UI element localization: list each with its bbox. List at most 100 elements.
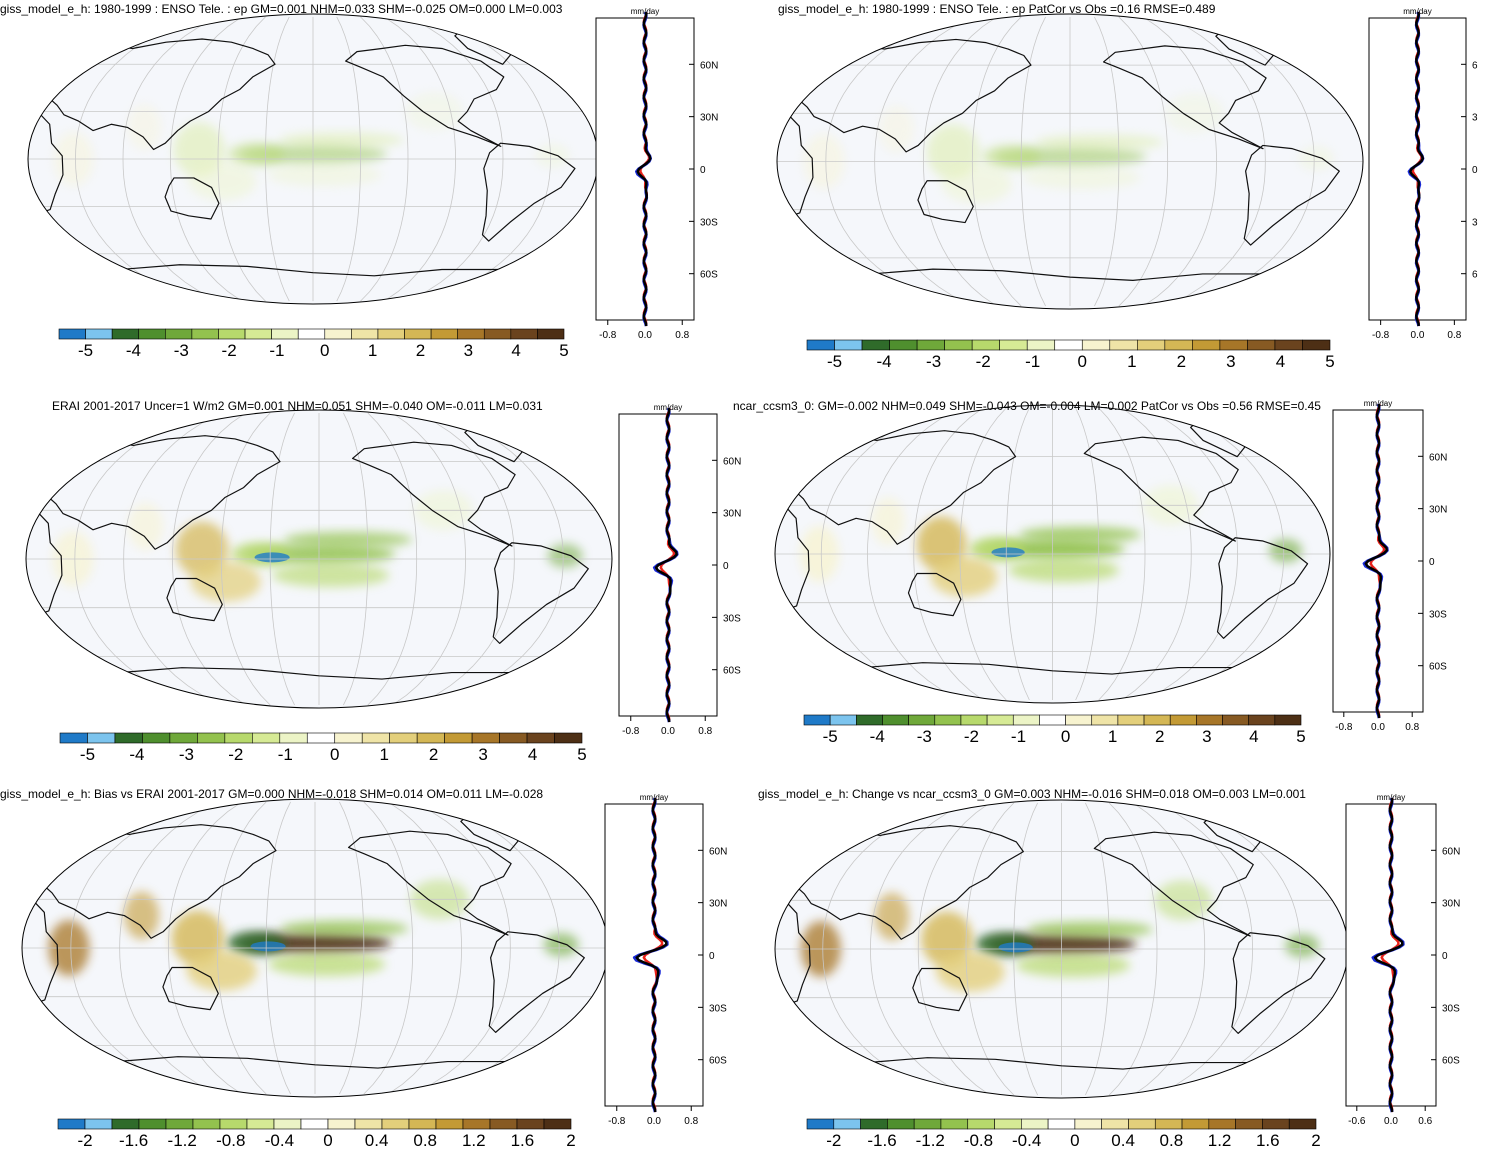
colorbar-swatch	[58, 328, 86, 340]
anomaly-region	[535, 144, 570, 168]
colorbar-swatch	[543, 1118, 572, 1130]
colorbar-tick-label: -2	[228, 745, 243, 764]
colorbar-swatch	[111, 328, 140, 340]
colorbar-tick-label: 0	[1070, 1131, 1079, 1150]
colorbar-tick-label: -0.4	[1012, 1131, 1041, 1150]
colorbar-swatch	[85, 328, 113, 340]
colorbar-tick-label: 3	[464, 341, 473, 360]
x-tick-label: 0.8	[675, 330, 689, 341]
anomaly-region	[982, 144, 1041, 169]
anomaly-region	[1284, 933, 1320, 958]
colorbar-tick-label: 2	[1177, 352, 1186, 371]
anomaly-region	[272, 563, 390, 588]
colorbar-tick-label: -0.4	[265, 1131, 294, 1150]
lat-label: 0	[1442, 951, 1448, 962]
zonal-mean-line	[1373, 797, 1404, 1113]
coastline-eurasia	[795, 38, 1032, 153]
graticule-meridian	[923, 16, 997, 307]
colorbar-swatch	[252, 732, 281, 744]
lat-label: 60S	[709, 1056, 727, 1067]
colorbar-swatch	[165, 1118, 194, 1130]
colorbar-swatch	[306, 732, 336, 744]
colorbar-tick-label: 5	[1296, 727, 1305, 746]
zonal-mean-panel-6: mm/day 60N 30N 0 30S 60S -0.6 0.0 0.6	[1345, 793, 1460, 1127]
colorbar-tick-label: 5	[1325, 352, 1334, 371]
colorbar-swatch	[1039, 714, 1066, 726]
coastline-samerica	[1231, 932, 1326, 1034]
lat-label: 30S	[1429, 609, 1447, 620]
colorbar-swatch	[408, 1118, 437, 1130]
graticule-meridian	[917, 802, 991, 1096]
lat-label: 60N	[709, 846, 727, 857]
colorbar-swatch	[803, 714, 831, 726]
colorbar-swatch	[806, 339, 835, 351]
colorbar-swatch	[224, 732, 253, 744]
colorbar-swatch	[516, 1118, 545, 1130]
colorbar-6: -2 -1.6 -1.2 -0.8 -0.4 0 0.4 0.8 1.2 1.6 2	[806, 1118, 1321, 1150]
x-tick-label: -0.8	[1372, 330, 1390, 341]
colorbar-swatch	[829, 714, 857, 726]
colorbar-tick-label: -2	[976, 352, 991, 371]
graticule-meridian	[965, 802, 1015, 1096]
zonal-mean-line	[635, 797, 668, 1113]
colorbar-swatch	[377, 328, 405, 340]
graticule-meridian	[360, 16, 409, 302]
graticule-meridian	[431, 16, 551, 302]
colorbar-tick-label: 2	[1311, 1131, 1320, 1150]
x-tick-label: 0.0	[1371, 722, 1385, 733]
coastline-antarctica	[119, 264, 507, 277]
anomaly-region	[1298, 146, 1334, 171]
colorbar-tick-label: 4	[511, 341, 520, 360]
colorbar-swatch	[1065, 714, 1093, 726]
colorbar-swatch	[297, 328, 326, 340]
colorbar-swatch	[999, 339, 1028, 351]
zonal-mean-panel-1: mm/day 60N 30N 0 30S 60S -0.8 0.0 0.8	[595, 7, 718, 341]
coastline-samerica	[1243, 144, 1340, 246]
unit-label: mm/day	[1377, 793, 1405, 802]
lat-label: 60N	[700, 60, 718, 71]
colorbar-swatch	[197, 732, 226, 744]
colorbar-swatch	[1274, 714, 1302, 726]
map-border	[776, 13, 1364, 310]
unit-label: mm/day	[1403, 7, 1431, 16]
x-tick-label: 0.0	[1411, 330, 1425, 341]
anomaly-region	[930, 556, 998, 597]
coastline-australia	[164, 177, 220, 220]
colorbar-swatch	[84, 1118, 113, 1130]
zonal-mean-line	[636, 11, 652, 327]
colorbar-tick-label: 2	[429, 745, 438, 764]
colorbar-swatch	[483, 328, 512, 340]
x-tick-label: -0.8	[608, 1116, 626, 1127]
anomaly-region	[543, 932, 579, 957]
coastline-namerica	[1093, 831, 1254, 937]
map-border	[25, 409, 613, 709]
lat-label: 60N	[723, 456, 741, 467]
map-panel-1	[27, 13, 599, 305]
zonal-mean-panel-3: mm/day 60N 30N 0 30S 60S -0.8 0.0 0.8	[618, 403, 741, 737]
colorbar-tick-label: 1	[379, 745, 388, 764]
colorbar-tick-label: -5	[827, 352, 842, 371]
colorbar-tick-label: -1.2	[168, 1131, 197, 1150]
colorbar-1: -5 -4 -3 -2 -1 0 1 2 3 4 5	[58, 328, 569, 360]
x-tick-label: -0.8	[599, 330, 617, 341]
colorbar-4: -5 -4 -3 -2 -1 0 1 2 3 4 5	[803, 714, 1306, 746]
unit-label: mm/day	[654, 403, 682, 412]
colorbar-tick-label: -1	[269, 341, 284, 360]
colorbar-swatch	[138, 328, 166, 340]
anomaly-region	[1023, 165, 1141, 190]
colorbar-swatch	[1091, 714, 1119, 726]
map-border	[774, 404, 1331, 704]
anomaly-region	[124, 891, 160, 940]
graticule-meridian	[388, 801, 462, 1095]
graticule-meridian	[367, 412, 418, 706]
colorbar-tick-label: 0	[330, 745, 339, 764]
anomaly-region	[1268, 538, 1303, 563]
colorbar-swatch	[944, 339, 973, 351]
colorbar-tick-label: -4	[877, 352, 892, 371]
panel-title-6: giss_model_e_h: Change vs ncar_ccsm3_0 G…	[758, 787, 1306, 801]
colorbar-swatch	[389, 732, 418, 744]
colorbar-tick-label: 2	[416, 341, 425, 360]
coastline-namerica	[347, 830, 512, 936]
coastline-antarctica	[116, 1056, 514, 1069]
